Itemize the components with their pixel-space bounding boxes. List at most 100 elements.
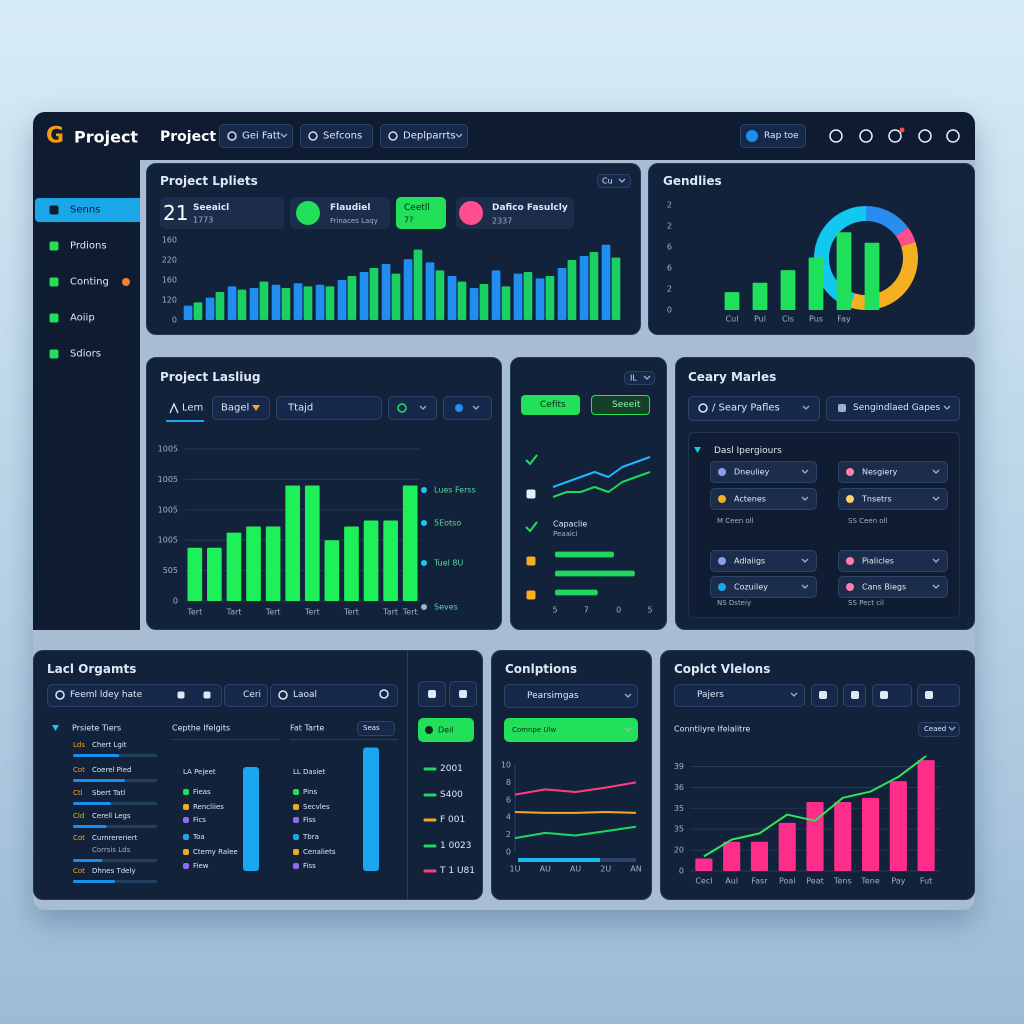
pill[interactable] <box>710 461 817 483</box>
search-field[interactable]: / Seary Pafles <box>712 402 780 414</box>
pill[interactable] <box>710 550 817 572</box>
pill[interactable] <box>688 396 820 421</box>
column-item: Fiew <box>193 862 209 870</box>
dropdown[interactable]: Nesgiery <box>862 467 898 477</box>
dropdown[interactable]: Tnsetrs <box>862 494 892 504</box>
dropdown[interactable]: Actenes <box>734 494 766 504</box>
button-label[interactable]: Ceri <box>243 690 262 700</box>
tab[interactable]: Ttajd <box>288 402 314 414</box>
search-button[interactable]: Rap toe <box>764 131 799 141</box>
item-name: Sbert Tatl <box>92 789 126 797</box>
nav-item[interactable]: Senns <box>70 204 101 216</box>
button-label[interactable]: Laoal <box>293 690 318 700</box>
legend-entry: 1 0023 <box>440 841 472 851</box>
note: M Ceen oll <box>717 517 754 525</box>
dropdown[interactable]: Dneuliey <box>734 467 770 477</box>
pill[interactable] <box>917 684 960 707</box>
pill[interactable] <box>504 684 638 708</box>
pill[interactable] <box>872 684 912 707</box>
dropdown[interactable]: Pialicles <box>862 556 894 566</box>
pill[interactable] <box>811 684 838 707</box>
column-rule <box>172 739 280 740</box>
dropdown[interactable]: Cans Biegs <box>862 582 907 592</box>
search-field[interactable]: Feeml ldey hate <box>70 690 143 700</box>
dropdown[interactable]: Cozuiley <box>734 582 768 592</box>
pill[interactable] <box>212 396 270 420</box>
item-tag: Cot <box>73 834 85 842</box>
menu-item[interactable]: Sefcons <box>323 130 363 142</box>
stat-sub: 7? <box>404 215 414 225</box>
button[interactable] <box>521 395 580 415</box>
panel-menu[interactable]: Cu <box>602 176 613 186</box>
pill[interactable] <box>624 371 655 385</box>
stat-sub: 2337 <box>492 216 513 226</box>
nav-item[interactable]: Conting <box>70 276 109 288</box>
sidebar <box>33 160 140 630</box>
pill[interactable] <box>449 681 477 707</box>
item-name: Coerel Pied <box>92 766 132 774</box>
button[interactable] <box>504 718 638 742</box>
column-item: LL Dasiet <box>293 768 326 776</box>
pill[interactable] <box>826 396 960 421</box>
pill[interactable] <box>838 461 948 483</box>
pill[interactable] <box>388 396 437 420</box>
column-item: Toa <box>193 833 205 841</box>
button-label[interactable]: Seeeit <box>612 400 641 410</box>
logo-text: Project <box>74 127 139 147</box>
item-sub: Corrsis Lds <box>92 846 131 854</box>
menu-item[interactable]: Gei Fatt <box>242 130 281 142</box>
pill[interactable] <box>843 684 866 707</box>
column-item: Fiss <box>303 816 316 824</box>
column-menu[interactable]: Seas <box>363 724 380 732</box>
pill[interactable] <box>597 174 631 188</box>
header <box>33 112 975 160</box>
panel-title: Project Lasliug <box>160 370 261 384</box>
dropdown[interactable]: Adlaiigs <box>734 556 766 566</box>
pill[interactable] <box>838 576 948 598</box>
filter[interactable]: Sengindlaed Gapes <box>853 403 941 413</box>
nav-item[interactable]: Prdions <box>70 240 107 252</box>
pill[interactable] <box>710 576 817 598</box>
button[interactable] <box>591 395 650 415</box>
item-tag: Cot <box>73 766 85 774</box>
tag-label[interactable]: Deil <box>438 725 454 735</box>
pill[interactable] <box>918 722 960 737</box>
nav-item[interactable]: Aoiip <box>70 312 95 324</box>
dropdown[interactable]: Pajers <box>697 690 724 700</box>
pill[interactable] <box>710 488 817 510</box>
pill[interactable] <box>838 550 948 572</box>
panel-menu[interactable]: IL <box>630 373 637 383</box>
stat-sub: Frinaces Laqy <box>330 217 378 225</box>
pill[interactable] <box>47 684 222 707</box>
stat-card <box>456 197 574 229</box>
dropdown[interactable]: Pearsimgas <box>527 691 579 701</box>
tab[interactable]: Bagel <box>221 402 250 414</box>
menu-item[interactable]: Deplparrts <box>403 130 456 142</box>
pill[interactable] <box>270 684 398 707</box>
tab-underline <box>166 420 204 422</box>
pill[interactable] <box>740 124 806 148</box>
column-title: Cepthe Ifelgits <box>172 723 231 733</box>
pill[interactable] <box>357 721 395 736</box>
pill[interactable] <box>418 681 446 707</box>
pill[interactable] <box>838 488 948 510</box>
button-label[interactable]: Comnpe Ulw <box>512 726 557 734</box>
panel-title: Ceary Marles <box>688 370 777 384</box>
stat-label: Seeaicl <box>193 203 230 213</box>
panel-title: Lacl Orgamts <box>47 662 137 676</box>
item-name: Curnrereriert <box>92 834 138 842</box>
pill[interactable] <box>443 396 492 420</box>
item-tag: Cld <box>73 812 85 820</box>
item-name: Cerell Legs <box>92 812 131 820</box>
pill[interactable] <box>276 396 382 420</box>
panel-title: Coplct Vlelons <box>674 662 771 676</box>
column-item: LA Pejeet <box>183 768 216 776</box>
pill[interactable] <box>224 684 268 707</box>
button-label[interactable]: Cefits <box>540 400 566 410</box>
pill[interactable] <box>674 684 805 707</box>
panel-menu[interactable]: Ceaed <box>924 725 947 733</box>
tab[interactable]: Lem <box>182 402 204 414</box>
nav-item[interactable]: Sdiors <box>70 348 101 360</box>
item-tag: Cot <box>73 867 85 875</box>
